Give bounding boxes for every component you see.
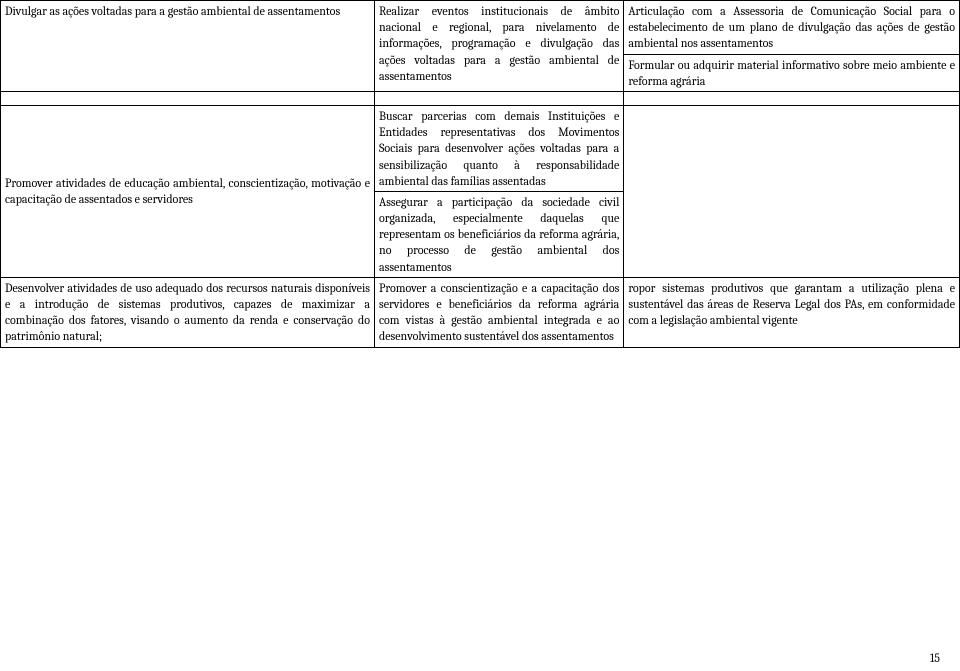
cell-objective: Promover atividades de educação ambienta… [1,105,375,277]
cell-empty [375,91,624,105]
cell-action: Assegurar a participação da sociedade ci… [375,191,624,277]
cell-action: Realizar eventos institucionais de âmbit… [375,1,624,92]
cell-objective: Desenvolver atividades de uso adequado d… [1,277,375,347]
content-table: Divulgar as ações voltadas para a gestão… [0,0,960,348]
cell-action: Buscar parcerias com demais Instituições… [375,105,624,191]
table-row: Divulgar as ações voltadas para a gestão… [1,1,960,55]
cell-detail: ropor sistemas produtivos que garantam a… [624,277,960,347]
cell-detail: Articulação com a Assessoria de Comunica… [624,1,960,55]
table-row: Promover atividades de educação ambienta… [1,105,960,191]
table-spacer-row [1,91,960,105]
cell-action: Promover a conscientização e a capacitaç… [375,277,624,347]
cell-empty [624,91,960,105]
table-row: Desenvolver atividades de uso adequado d… [1,277,960,347]
cell-detail: Formular ou adquirir material informativ… [624,54,960,91]
cell-objective: Divulgar as ações voltadas para a gestão… [1,1,375,92]
page-number: 15 [930,651,940,665]
cell-detail [624,105,960,277]
cell-empty [1,91,375,105]
